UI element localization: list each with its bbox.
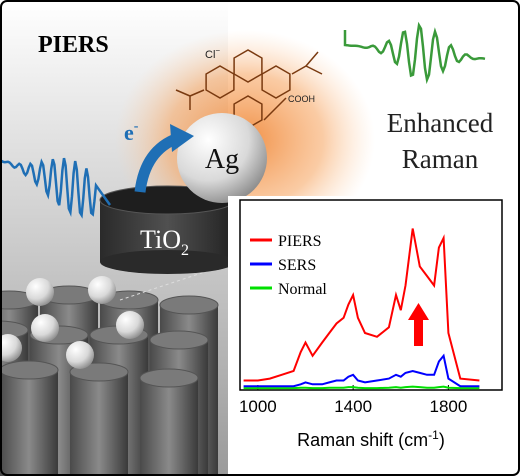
- enhancement-arrow-shaft: [414, 318, 423, 346]
- tube-top: [149, 330, 209, 350]
- x-axis-label-part: -1: [428, 428, 439, 442]
- x-tick-label: 1800: [429, 397, 467, 416]
- ring: [233, 49, 263, 83]
- nanoparticle: [0, 334, 22, 362]
- bonds: [175, 51, 323, 121]
- spectrum-line: [243, 228, 480, 382]
- ag-label: Ag: [205, 144, 239, 175]
- tube-body: [70, 372, 128, 476]
- nanoparticle: [88, 276, 116, 304]
- nanotubes: [0, 261, 236, 476]
- x-axis-label: Raman shift (cm-1): [297, 428, 445, 450]
- spectrum-line: [243, 385, 480, 390]
- electron-label: e-: [124, 119, 139, 145]
- x-axis-label-part: ): [439, 430, 445, 450]
- ag-sphere: [177, 113, 267, 203]
- ring: [261, 65, 291, 99]
- legend-label: SERS: [278, 257, 316, 274]
- tube-body: [140, 378, 198, 476]
- tio2-bottom: [100, 250, 235, 274]
- nanoparticle: [31, 314, 59, 342]
- enhanced-label: Enhanced: [387, 108, 494, 138]
- x-tick-label: 1400: [334, 397, 372, 416]
- legend-label: Normal: [278, 281, 327, 298]
- tio2-sub: 2: [181, 242, 189, 259]
- chloride: Cl−: [205, 46, 220, 61]
- plot-frame: [239, 199, 503, 391]
- tio2-text: TiO: [140, 225, 181, 254]
- spectrum-line: [243, 353, 480, 388]
- incident-wave: [0, 150, 112, 219]
- legend-label: PIERS: [278, 233, 322, 250]
- electron-charge: -: [134, 119, 139, 134]
- tube-body: [0, 370, 58, 476]
- tube-top: [139, 368, 199, 388]
- tube-top: [0, 360, 59, 380]
- electron-arrowhead: [170, 124, 194, 152]
- cooh: COOH: [288, 94, 315, 104]
- tube-top: [159, 295, 219, 315]
- projection-line: [119, 261, 236, 301]
- tio2-label: TiO2: [140, 225, 189, 259]
- chloride-charge: −: [215, 46, 220, 55]
- x-axis-label-part: Raman shift (cm: [297, 430, 428, 450]
- x-tick-label: 1000: [239, 397, 277, 416]
- raman-label: Raman: [402, 144, 479, 174]
- nanoparticle: [66, 341, 94, 369]
- chloride-text: Cl: [205, 49, 215, 61]
- nanoparticle: [26, 278, 54, 306]
- nanoparticle: [116, 311, 144, 339]
- electron-text: e: [124, 120, 134, 145]
- scattered-wave: [343, 21, 486, 85]
- title: PIERS: [38, 32, 109, 58]
- enhancement-arrow-head: [408, 303, 429, 320]
